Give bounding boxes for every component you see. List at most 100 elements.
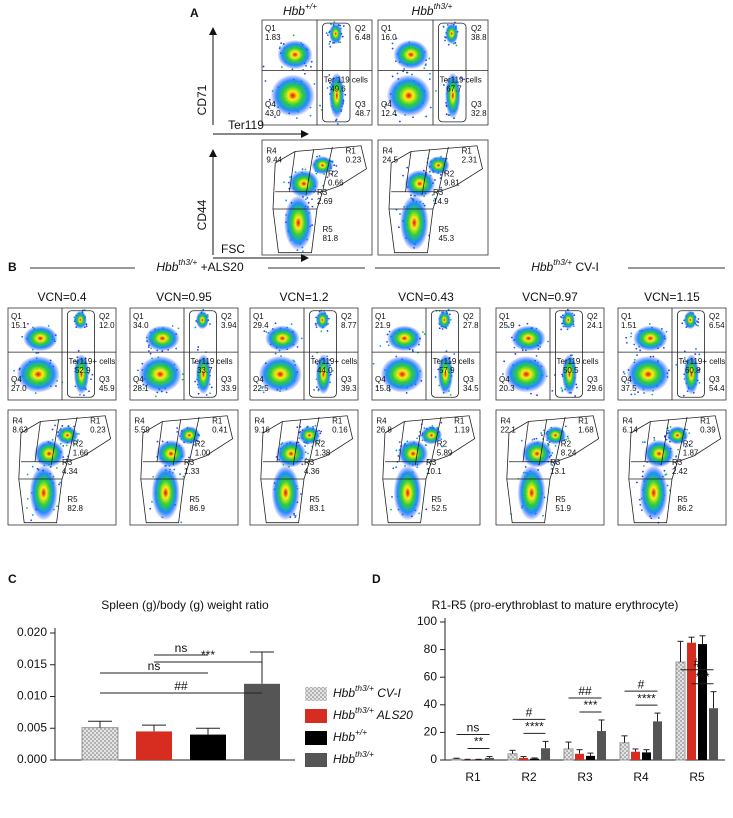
gate-name: R3 bbox=[426, 458, 437, 467]
event-dot bbox=[315, 324, 318, 327]
event-dot bbox=[635, 347, 638, 350]
event-dot bbox=[296, 345, 299, 348]
event-dot bbox=[398, 226, 400, 229]
y-tick-label: 0 bbox=[430, 752, 437, 766]
event-dot bbox=[88, 390, 90, 393]
density-blob bbox=[437, 310, 451, 330]
event-dot bbox=[26, 507, 28, 509]
event-dot bbox=[664, 448, 666, 451]
event-dot bbox=[376, 385, 379, 388]
event-dot bbox=[310, 65, 312, 68]
gate-name: R1 bbox=[90, 417, 101, 426]
event-dot bbox=[688, 432, 691, 435]
event-dot bbox=[561, 390, 564, 393]
event-dot bbox=[274, 322, 277, 325]
gate-name: R1 bbox=[700, 417, 711, 426]
event-dot bbox=[73, 443, 76, 445]
gate-percent: 0.23 bbox=[90, 426, 106, 435]
event-dot bbox=[405, 391, 408, 394]
gate-percent: 2.42 bbox=[672, 467, 688, 476]
event-dot bbox=[699, 368, 701, 371]
event-dot bbox=[274, 352, 277, 355]
panel-label: B bbox=[8, 260, 17, 274]
event-dot bbox=[567, 437, 570, 440]
panel-label: D bbox=[372, 572, 381, 586]
event-dot bbox=[177, 327, 180, 330]
gate-line bbox=[50, 419, 60, 466]
bar bbox=[190, 734, 226, 760]
density-blob bbox=[380, 355, 424, 393]
gate-name: Q1 bbox=[381, 24, 392, 33]
column-header: Hbbth3/+ bbox=[412, 1, 453, 18]
gate-name: Q4 bbox=[375, 375, 386, 384]
event-dot bbox=[423, 333, 426, 335]
error-bar bbox=[142, 724, 166, 732]
event-dot bbox=[395, 114, 398, 117]
gate-percent: 1.19 bbox=[454, 426, 470, 435]
gate-percent: 8.63 bbox=[12, 426, 28, 435]
event-dot bbox=[313, 388, 315, 391]
event-dot bbox=[55, 467, 58, 469]
event-dot bbox=[438, 327, 441, 330]
event-dot bbox=[311, 205, 314, 208]
gate-percent: 21.9 bbox=[375, 321, 391, 330]
event-dot bbox=[421, 331, 424, 334]
gate-name: R1 bbox=[578, 417, 589, 426]
axis-label: Ter119 bbox=[228, 118, 264, 132]
error-bar bbox=[88, 720, 112, 728]
legend-swatch bbox=[305, 687, 327, 701]
gate-percent: 82.8 bbox=[67, 504, 83, 513]
event-dot bbox=[79, 393, 81, 396]
event-dot bbox=[684, 445, 687, 448]
event-dot bbox=[698, 353, 701, 356]
gate-name: R4 bbox=[376, 417, 387, 426]
gate-name: Q2 bbox=[463, 312, 474, 321]
event-dot bbox=[639, 349, 642, 352]
event-dot bbox=[331, 369, 334, 372]
event-dot bbox=[425, 444, 428, 447]
event-dot bbox=[543, 429, 545, 432]
event-dot bbox=[171, 325, 174, 327]
significance-label: *** bbox=[695, 670, 709, 684]
density-blob bbox=[33, 439, 65, 468]
event-dot bbox=[686, 428, 689, 431]
gate-line bbox=[398, 421, 405, 462]
gate-name: R2 bbox=[328, 170, 339, 179]
gate-name: Q2 bbox=[709, 312, 720, 321]
event-dot bbox=[665, 438, 668, 441]
gate-percent: 4.34 bbox=[62, 467, 78, 476]
event-dot bbox=[698, 382, 701, 384]
gate-percent: 1.00 bbox=[195, 449, 211, 458]
gate-percent: 28.1 bbox=[133, 384, 149, 393]
event-dot bbox=[328, 43, 331, 45]
gate-percent: 9.16 bbox=[254, 426, 270, 435]
event-dot bbox=[502, 373, 504, 375]
event-dot bbox=[51, 428, 54, 431]
event-dot bbox=[292, 34, 295, 37]
significance-label: ## bbox=[578, 684, 592, 698]
bar bbox=[698, 644, 707, 760]
event-dot bbox=[268, 98, 271, 101]
event-dot bbox=[326, 87, 329, 89]
y-tick-label: 0.010 bbox=[17, 689, 47, 703]
population-gate bbox=[188, 310, 217, 398]
population-gate bbox=[677, 310, 705, 398]
event-dot bbox=[76, 439, 79, 441]
event-dot bbox=[675, 455, 677, 458]
event-dot bbox=[296, 426, 299, 429]
event-dot bbox=[572, 325, 575, 328]
event-dot bbox=[554, 444, 557, 447]
density-blob bbox=[511, 325, 546, 352]
error-bar bbox=[699, 635, 706, 645]
error-bar bbox=[509, 749, 516, 754]
event-dot bbox=[318, 439, 321, 442]
significance-label: *** bbox=[583, 698, 597, 712]
gate-percent: 27.0 bbox=[11, 384, 27, 393]
event-dot bbox=[315, 386, 318, 389]
event-dot bbox=[335, 165, 338, 167]
event-dot bbox=[315, 326, 318, 329]
axis-label: CD71 bbox=[195, 84, 209, 115]
event-dot bbox=[91, 373, 94, 376]
gate-line bbox=[289, 151, 296, 192]
error-bar bbox=[621, 735, 628, 743]
